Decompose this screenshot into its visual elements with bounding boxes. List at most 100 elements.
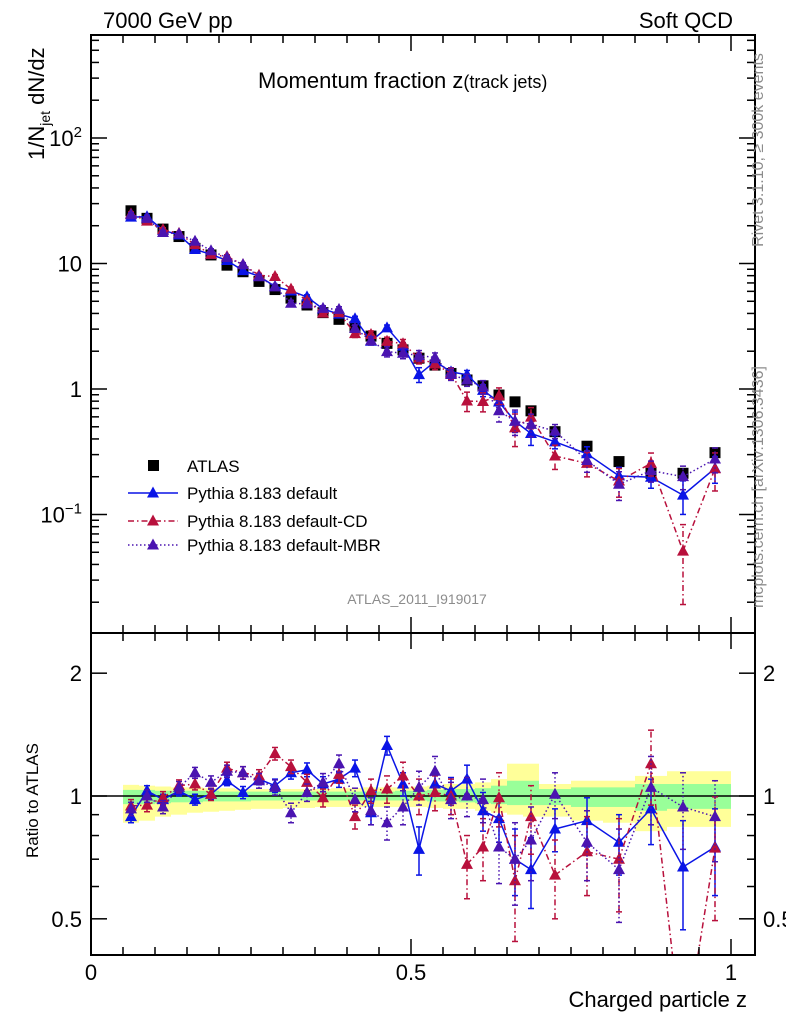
series-line-cd: [682, 468, 716, 552]
ratio-point-mbr: [157, 800, 169, 812]
ratio-line-default: [554, 819, 588, 830]
legend-label-cd: Pythia 8.183 default-CD: [187, 512, 368, 531]
y-tick-label-ratio-right: 2: [763, 661, 775, 686]
legend-marker-mbr: [147, 538, 159, 550]
data-point-mbr: [381, 345, 393, 357]
data-point-cd: [461, 394, 473, 406]
series-line-mbr: [450, 373, 468, 381]
series-line-mbr: [370, 340, 388, 353]
legend-marker-atlas: [148, 460, 159, 471]
y-axis-label-main: 1/Njet dN/dz: [24, 47, 53, 160]
ratio-point-default: [549, 822, 561, 834]
ratio-point-mbr: [709, 810, 721, 822]
data-point-default: [677, 488, 689, 500]
y-tick-label-ratio-left: 0.5: [51, 907, 82, 932]
legend-marker-cd: [147, 514, 159, 526]
plot-title-suffix: (track jets): [463, 72, 547, 92]
ratio-point-cd: [285, 760, 297, 772]
ratio-line-cd: [210, 767, 228, 795]
ratio-point-mbr: [285, 806, 297, 818]
main-panel-marks: [125, 205, 721, 606]
series-line-cd: [530, 416, 556, 457]
data-point-mbr: [613, 477, 625, 489]
series-line-default: [554, 441, 588, 455]
data-point-mbr: [477, 380, 489, 392]
y-tick-label-ratio-left: 2: [70, 661, 82, 686]
ratio-point-default: [221, 774, 233, 786]
y-axis-label-ratio: Ratio to ATLAS: [23, 743, 42, 858]
atlas-point: [221, 259, 233, 271]
ratio-line-cd: [697, 848, 716, 956]
data-point-mbr: [349, 321, 361, 333]
data-point-mbr: [677, 470, 689, 482]
ratio-line-default: [354, 767, 372, 813]
x-tick-label: 0: [85, 960, 97, 985]
series-line-mbr: [194, 240, 212, 252]
legend-label-atlas: ATLAS: [187, 457, 240, 476]
ratio-point-cd: [461, 857, 473, 869]
data-point-default: [237, 264, 249, 276]
ratio-point-default: [237, 785, 249, 797]
data-point-mbr: [125, 208, 137, 220]
tick-exponent: −1: [65, 501, 82, 518]
ratio-point-cd: [581, 845, 593, 857]
data-point-cd: [549, 449, 561, 461]
ratio-point-mbr: [549, 787, 561, 799]
ratio-line-default: [402, 783, 420, 850]
data-point-mbr: [709, 452, 721, 464]
ratio-point-cd: [157, 791, 169, 803]
data-point-cd: [397, 337, 409, 349]
x-tick-label: 1: [725, 960, 737, 985]
data-point-mbr: [141, 211, 153, 223]
ratio-point-cd: [365, 784, 377, 796]
y-tick-label-ratio-right: 0.5: [763, 907, 786, 932]
ratio-panel-frame: [90, 632, 756, 956]
y-label-sub: jet: [37, 111, 53, 127]
legend: ATLAS Pythia 8.183 default Pythia 8.183 …: [128, 457, 381, 555]
data-point-mbr: [525, 417, 537, 429]
ratio-point-mbr: [205, 775, 217, 787]
ratio-point-cd: [317, 791, 329, 803]
ratio-point-cd: [269, 747, 281, 759]
ratio-point-mbr: [269, 780, 281, 792]
ratio-point-mbr: [253, 774, 265, 786]
y-tick-label-main: 1: [70, 377, 82, 402]
ratio-point-cd: [477, 840, 489, 852]
tick-base: 10: [58, 252, 82, 277]
ratio-point-mbr: [677, 800, 689, 812]
data-point-mbr: [157, 225, 169, 237]
data-point-mbr: [237, 258, 249, 270]
mcplots-reference-text: mcplots.cern.ch [arXiv:1306.3436]: [750, 366, 767, 608]
series-line-default: [402, 345, 420, 375]
x-axis-label: Charged particle z: [568, 987, 747, 1012]
series-line-mbr: [178, 233, 196, 242]
data-point-mbr: [397, 346, 409, 358]
ratio-line-cd: [650, 763, 674, 956]
data-point-default: [549, 435, 561, 447]
ratio-line-mbr: [354, 798, 372, 812]
band-stat: [507, 780, 523, 806]
series-line-mbr: [554, 430, 588, 462]
atlas-point: [509, 396, 521, 408]
ratio-point-mbr: [237, 766, 249, 778]
data-point-mbr: [189, 234, 201, 246]
rivet-version-text: Rivet 3.1.10, ≥ 300k events: [750, 53, 767, 247]
ratio-point-mbr: [509, 852, 521, 864]
ratio-line-cd: [482, 797, 500, 848]
ratio-line-cd: [514, 816, 532, 881]
tick-base: 10: [49, 126, 73, 151]
ratio-point-mbr: [365, 804, 377, 816]
ratio-line-cd: [466, 846, 484, 865]
data-point-mbr: [429, 350, 441, 362]
series-line-mbr: [586, 459, 620, 485]
header-right: Soft QCD: [639, 8, 733, 33]
ratio-point-mbr: [645, 780, 657, 792]
ratio-point-mbr: [413, 780, 425, 792]
data-point-mbr: [509, 414, 521, 426]
series-line-cd: [650, 463, 684, 552]
ratio-point-cd: [189, 777, 201, 789]
ratio-point-mbr: [445, 793, 457, 805]
legend-label-default: Pythia 8.183 default: [187, 484, 338, 503]
data-point-mbr: [413, 349, 425, 361]
